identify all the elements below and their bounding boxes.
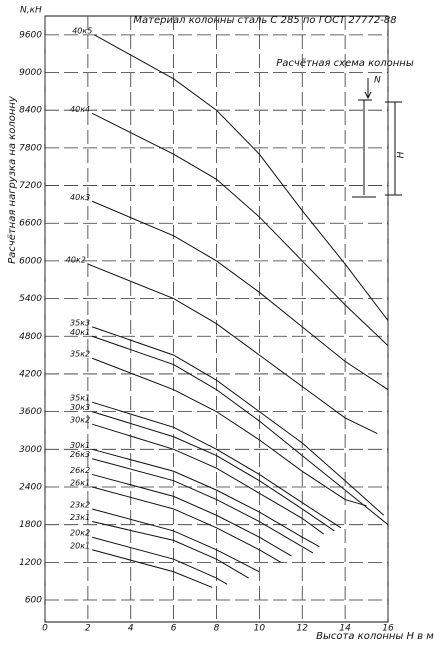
curve — [92, 448, 320, 548]
x-tick-label: 4 — [128, 624, 134, 634]
curve-label: 23к2 — [70, 500, 90, 509]
curve-label: 23к1 — [70, 513, 90, 522]
curve-label: 30к3 — [70, 403, 90, 412]
curve — [92, 536, 228, 585]
y-axis-label: Расчётная нагрузка на колонну — [7, 95, 18, 264]
curve-label: 26к3 — [70, 450, 90, 459]
curve-label: 26к1 — [70, 478, 90, 487]
y-tick-label: 3600 — [19, 407, 42, 417]
curve — [91, 200, 389, 391]
y-tick-label: 2400 — [19, 482, 42, 492]
x-tick-label: 8 — [214, 624, 220, 634]
x-tick-label: 12 — [297, 624, 309, 634]
scheme-height-label: H — [397, 151, 407, 158]
x-tick-label: 6 — [171, 624, 177, 634]
x-tick-label: 0 — [42, 624, 48, 634]
curve — [92, 486, 282, 563]
y-tick-label: 9600 — [19, 30, 42, 40]
curve — [92, 423, 324, 535]
x-tick-label: 10 — [254, 624, 266, 634]
y-tick-label: 7800 — [19, 143, 42, 153]
y-tick-label: 3000 — [19, 445, 42, 455]
curve-label: 20к2 — [70, 529, 90, 538]
y-tick-label: 1200 — [19, 558, 42, 568]
y-tick-label: 9000 — [19, 68, 42, 78]
y-tick-label: 6000 — [19, 256, 42, 266]
x-tick-label: 14 — [339, 624, 351, 634]
curve-label: 40к1 — [70, 328, 90, 337]
scheme-diagram — [352, 78, 402, 198]
scheme-force-label: N — [374, 76, 381, 86]
x-tick-label: 2 — [85, 624, 91, 634]
curve — [92, 411, 335, 532]
curve — [92, 401, 342, 529]
y-tick-label: 600 — [25, 596, 42, 606]
curve — [92, 508, 260, 573]
curve-label: 40к5 — [72, 26, 92, 35]
x-tick-label: 16 — [382, 624, 394, 634]
y-tick-label: 7200 — [19, 181, 42, 191]
curve — [92, 521, 249, 579]
y-tick-label: 5400 — [19, 294, 42, 304]
curve-label: 26к2 — [70, 466, 90, 475]
curve-label: 40к3 — [70, 193, 90, 202]
curve-label: 35к3 — [70, 318, 90, 327]
y-tick-label: 6600 — [19, 219, 42, 229]
curve — [92, 458, 314, 554]
curve — [87, 263, 378, 435]
y-tick-label: 1800 — [19, 520, 42, 530]
curve-label: 30к1 — [70, 441, 90, 450]
curve — [94, 34, 389, 321]
curve — [91, 112, 389, 347]
curve-label: 30к2 — [70, 416, 90, 425]
curve-label: 35к2 — [70, 350, 90, 359]
curve — [91, 326, 385, 516]
y-tick-label: 8400 — [19, 106, 42, 116]
curve — [91, 357, 367, 507]
x-axis-label: Высота колонны H в м — [316, 631, 434, 642]
y-unit-label: N,кН — [20, 6, 42, 16]
y-tick-label: 4200 — [19, 369, 42, 379]
curve-label: 40к4 — [70, 105, 90, 114]
chart-title: Материал колонны сталь С 285 по ГОСТ 277… — [133, 15, 396, 26]
curve-label: 20к1 — [70, 541, 90, 550]
curve — [91, 335, 389, 526]
curve — [92, 473, 292, 557]
y-tick-label: 4800 — [19, 332, 42, 342]
curve-label: 40к2 — [66, 256, 86, 265]
curve-label: 35к1 — [70, 394, 90, 403]
curve — [92, 549, 213, 588]
